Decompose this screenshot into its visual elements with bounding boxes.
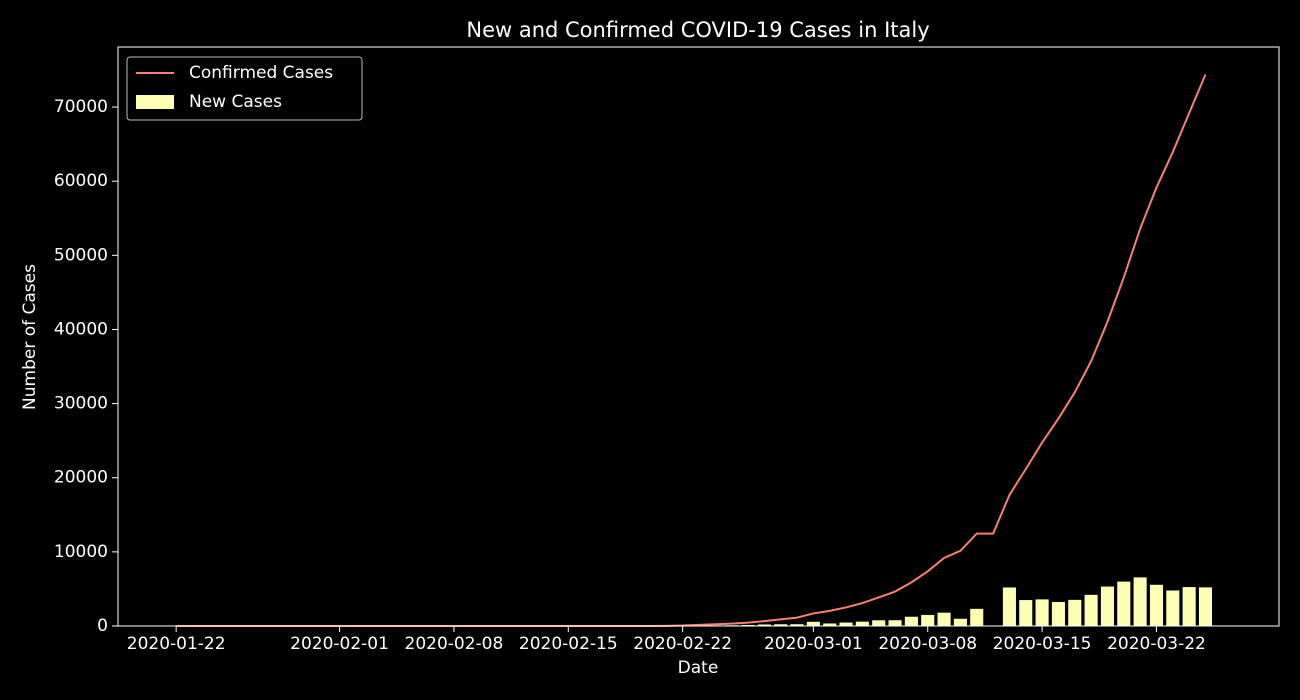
bar	[839, 622, 853, 626]
bar	[970, 608, 984, 626]
x-tick-label: 2020-02-15	[519, 634, 618, 654]
y-tick-label: 60000	[54, 171, 108, 191]
bar	[774, 624, 788, 626]
bar	[1182, 587, 1196, 626]
legend-label: Confirmed Cases	[189, 63, 333, 83]
bar	[823, 623, 837, 626]
bar	[790, 624, 804, 626]
x-tick-label: 2020-03-15	[993, 634, 1092, 654]
bar	[1002, 587, 1016, 626]
legend-swatch	[136, 95, 174, 109]
y-tick-label: 10000	[54, 542, 108, 562]
bar	[1100, 586, 1114, 626]
x-tick-label: 2020-02-01	[290, 634, 389, 654]
bar	[1084, 594, 1098, 626]
x-tick-label: 2020-02-08	[405, 634, 504, 654]
bar	[937, 612, 951, 626]
y-tick-label: 30000	[54, 394, 108, 414]
bar	[872, 620, 886, 626]
bar	[855, 621, 869, 626]
y-tick-label: 70000	[54, 97, 108, 117]
bar	[921, 614, 935, 626]
y-tick-label: 20000	[54, 468, 108, 488]
bar	[1149, 584, 1163, 626]
bar	[1051, 602, 1065, 626]
bar	[757, 624, 771, 626]
x-tick-label: 2020-01-22	[127, 634, 226, 654]
bar	[1068, 599, 1082, 626]
plot-frame	[117, 46, 1280, 627]
x-tick-label: 2020-02-22	[633, 634, 732, 654]
bar	[1166, 590, 1180, 626]
bar	[1133, 577, 1147, 626]
x-tick-label: 2020-03-01	[764, 634, 863, 654]
x-tick-label: 2020-03-08	[878, 634, 977, 654]
y-axis-label: Number of Cases	[20, 264, 40, 410]
bar	[806, 621, 820, 626]
bar	[1019, 600, 1033, 626]
x-axis-label: Date	[678, 658, 719, 678]
y-tick-label: 50000	[54, 245, 108, 265]
bar	[1035, 599, 1049, 626]
legend-label: New Cases	[189, 92, 282, 112]
legend-box	[126, 56, 363, 121]
bar	[953, 618, 967, 626]
chart-title: New and Confirmed COVID-19 Cases in Ital…	[466, 18, 929, 42]
x-tick-label: 2020-03-22	[1107, 634, 1206, 654]
bar	[1117, 581, 1131, 626]
bar	[1198, 587, 1213, 626]
bar	[888, 620, 902, 626]
y-tick-label: 0	[97, 616, 108, 636]
y-tick-label: 40000	[54, 319, 108, 339]
bar	[904, 616, 918, 626]
